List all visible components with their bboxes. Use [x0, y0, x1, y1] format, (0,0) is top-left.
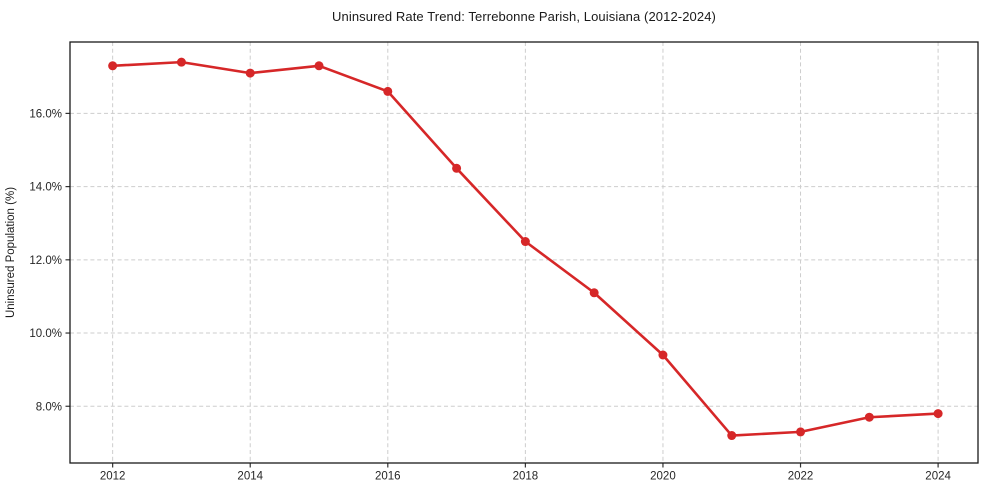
trend-series	[108, 57, 943, 441]
data-point-2015	[314, 61, 324, 71]
y-axis-label: Uninsured Population (%)	[5, 187, 17, 318]
y-tick-label: 10.0%	[29, 328, 62, 340]
data-point-2016	[383, 86, 393, 96]
x-tick-label: 2022	[788, 471, 814, 483]
data-point-2019	[589, 288, 599, 298]
data-point-2012	[108, 61, 118, 71]
x-tick-label: 2020	[650, 471, 676, 483]
y-tick-label: 12.0%	[29, 255, 62, 267]
x-tick-labels: 2012 2014 2016 2018 2020 2022 2024	[100, 471, 952, 483]
data-point-2022	[796, 427, 806, 437]
plot-border	[69, 41, 979, 464]
axes	[65, 41, 979, 468]
y-tick-label: 8.0%	[36, 401, 62, 413]
data-point-2021	[727, 431, 737, 441]
data-point-2017	[452, 163, 462, 173]
x-tick-label: 2012	[100, 471, 126, 483]
data-point-2018	[520, 237, 530, 247]
data-point-2024	[933, 409, 943, 419]
x-tick-label: 2024	[925, 471, 951, 483]
x-tick-label: 2016	[375, 471, 401, 483]
x-tick-label: 2014	[237, 471, 263, 483]
y-tick-labels: 8.0% 10.0% 12.0% 14.0% 16.0%	[29, 108, 62, 413]
data-point-2020	[658, 350, 668, 360]
data-point-2023	[864, 412, 874, 422]
data-point-2014	[245, 68, 255, 78]
y-tick-label: 16.0%	[29, 108, 62, 120]
data-point-2013	[176, 57, 186, 67]
gridlines	[70, 42, 978, 463]
chart-title: Uninsured Rate Trend: Terrebonne Parish,…	[332, 9, 716, 24]
y-tick-label: 14.0%	[29, 182, 62, 194]
x-tick-label: 2018	[513, 471, 539, 483]
